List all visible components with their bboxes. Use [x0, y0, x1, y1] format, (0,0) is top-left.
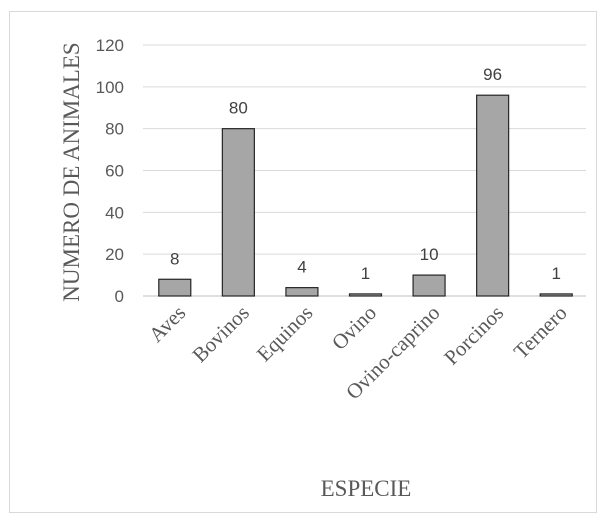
data-label: 10 — [420, 245, 439, 264]
y-tick-label: 60 — [105, 162, 124, 181]
y-tick-label: 40 — [105, 203, 124, 222]
data-labels: 8 80 4 1 10 96 1 — [170, 65, 561, 283]
y-tick-label: 100 — [96, 78, 124, 97]
y-axis-title: NUMERO DE ANIMALES — [59, 42, 84, 301]
x-axis-title: ESPECIE — [321, 476, 412, 501]
data-label: 8 — [170, 249, 179, 268]
x-tick-label: Equinos — [252, 301, 318, 367]
data-label: 1 — [361, 264, 370, 283]
y-tick-label: 120 — [96, 36, 124, 55]
bar-ternero — [539, 293, 573, 297]
bar-bovinos — [221, 128, 255, 297]
y-tick-label: 80 — [105, 120, 124, 139]
x-tick-label: Ovino — [327, 301, 381, 355]
x-tick-label: Bovinos — [187, 301, 253, 367]
bar-porcinos — [476, 94, 510, 297]
x-tick-label: Aves — [144, 301, 190, 347]
bar-ovino — [348, 293, 383, 297]
data-label: 1 — [551, 264, 560, 283]
bar-equinos — [285, 287, 319, 297]
x-tick-label: Porcinos — [439, 301, 508, 370]
bar-ovino-caprino — [412, 274, 446, 297]
y-tick-label: 20 — [105, 245, 124, 264]
y-tick-label: 0 — [115, 287, 124, 306]
data-label: 4 — [297, 258, 306, 277]
y-axis-ticks: 0 20 40 60 80 100 120 — [96, 36, 124, 306]
x-tick-label: Ternero — [509, 301, 572, 364]
bars — [158, 94, 573, 297]
data-label: 80 — [229, 99, 248, 118]
bar-aves — [158, 278, 192, 297]
data-label: 96 — [483, 65, 502, 84]
gridlines — [143, 44, 586, 297]
